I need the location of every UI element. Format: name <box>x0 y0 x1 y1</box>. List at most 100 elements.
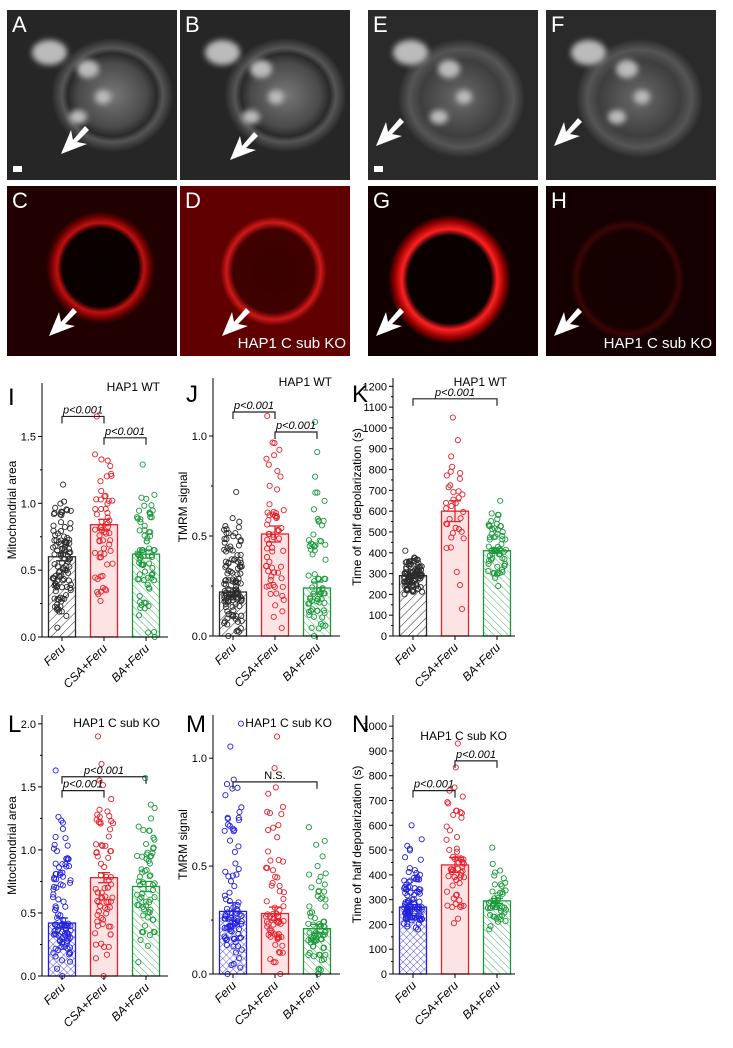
condition-label: HAP1 WT <box>454 375 508 389</box>
data-point <box>67 507 74 514</box>
data-point <box>64 569 71 576</box>
data-point <box>456 475 463 482</box>
category-label: BA+Feru <box>459 978 503 1022</box>
data-point <box>308 884 315 891</box>
data-point <box>233 583 240 590</box>
data-point <box>307 594 314 601</box>
data-point <box>102 893 109 900</box>
data-point <box>233 488 240 496</box>
data-point <box>50 575 57 582</box>
data-point <box>146 509 153 516</box>
data-point <box>411 555 418 562</box>
data-point <box>265 461 272 468</box>
data-point <box>452 764 459 771</box>
data-point <box>97 820 104 827</box>
data-point <box>264 521 271 528</box>
data-point <box>414 926 421 933</box>
data-point <box>222 604 229 611</box>
micrograph-b: B <box>180 10 350 180</box>
data-point <box>67 520 74 527</box>
data-point <box>279 583 286 590</box>
data-point <box>224 608 231 615</box>
y-tick-label: 0.0 <box>192 631 207 643</box>
data-point <box>230 557 237 564</box>
y-tick-label: 1000 <box>363 423 387 435</box>
data-point <box>320 944 327 951</box>
y-tick-label: 0.0 <box>21 971 36 983</box>
data-point <box>235 843 242 850</box>
data-point <box>402 559 409 566</box>
data-point <box>92 506 99 513</box>
data-point <box>61 943 68 950</box>
chart-panel-n: N HAP1 C sub KO Time of half depolarizatio… <box>350 711 515 1028</box>
data-point <box>59 938 66 945</box>
data-point <box>222 589 229 596</box>
data-point <box>490 913 497 920</box>
data-point <box>272 959 279 966</box>
data-point <box>61 932 69 939</box>
data-point <box>61 498 68 505</box>
data-point <box>445 873 452 880</box>
data-point <box>267 913 274 920</box>
data-point <box>403 587 410 594</box>
arrowhead-icon <box>554 118 582 146</box>
data-point <box>263 583 270 590</box>
data-point <box>135 959 142 966</box>
data-point <box>151 880 158 887</box>
data-point <box>64 945 71 952</box>
arrowhead-icon <box>376 308 404 336</box>
data-point <box>234 552 241 559</box>
data-point <box>61 523 68 531</box>
data-point <box>267 576 274 583</box>
data-point <box>321 881 328 888</box>
data-point <box>404 585 411 592</box>
data-point <box>107 931 114 938</box>
data-point <box>305 920 312 927</box>
data-point <box>234 907 241 914</box>
nucleolus-blob <box>608 110 626 124</box>
data-point <box>445 484 452 491</box>
data-point <box>102 842 109 849</box>
data-point <box>221 618 228 625</box>
data-point <box>99 782 107 789</box>
data-point <box>412 924 420 931</box>
data-point <box>406 845 413 852</box>
y-tick-label: 400 <box>369 870 387 882</box>
y-tick-label: 1200 <box>363 381 387 393</box>
significance-bracket <box>412 398 498 406</box>
data-point <box>55 596 62 603</box>
nucleolus-blob <box>205 40 240 65</box>
data-point <box>264 536 271 543</box>
data-point <box>501 556 508 563</box>
data-point <box>65 545 73 552</box>
data-point <box>457 874 464 881</box>
data-point <box>237 720 244 727</box>
data-point <box>109 497 116 504</box>
data-point <box>314 863 321 870</box>
data-point <box>144 942 151 949</box>
data-point <box>322 903 329 910</box>
data-point <box>492 574 499 581</box>
category-label: Feru <box>41 980 69 1008</box>
data-point <box>233 871 240 878</box>
data-point <box>92 930 99 937</box>
data-point <box>279 608 286 615</box>
data-point <box>145 560 153 567</box>
panel-letter: M <box>186 711 206 738</box>
data-point <box>459 859 466 866</box>
data-point <box>310 531 317 538</box>
data-point <box>224 545 231 552</box>
data-point <box>141 568 149 575</box>
data-point <box>106 541 113 548</box>
data-point <box>91 451 99 458</box>
significance-bracket <box>103 437 147 445</box>
data-point <box>104 500 111 507</box>
data-point <box>59 869 66 876</box>
category-label: Feru <box>212 640 240 668</box>
data-point <box>263 864 270 871</box>
data-point <box>279 803 287 810</box>
data-point <box>67 923 74 930</box>
data-point <box>417 575 424 582</box>
y-tick-label: 600 <box>369 506 387 518</box>
data-point <box>51 561 58 568</box>
